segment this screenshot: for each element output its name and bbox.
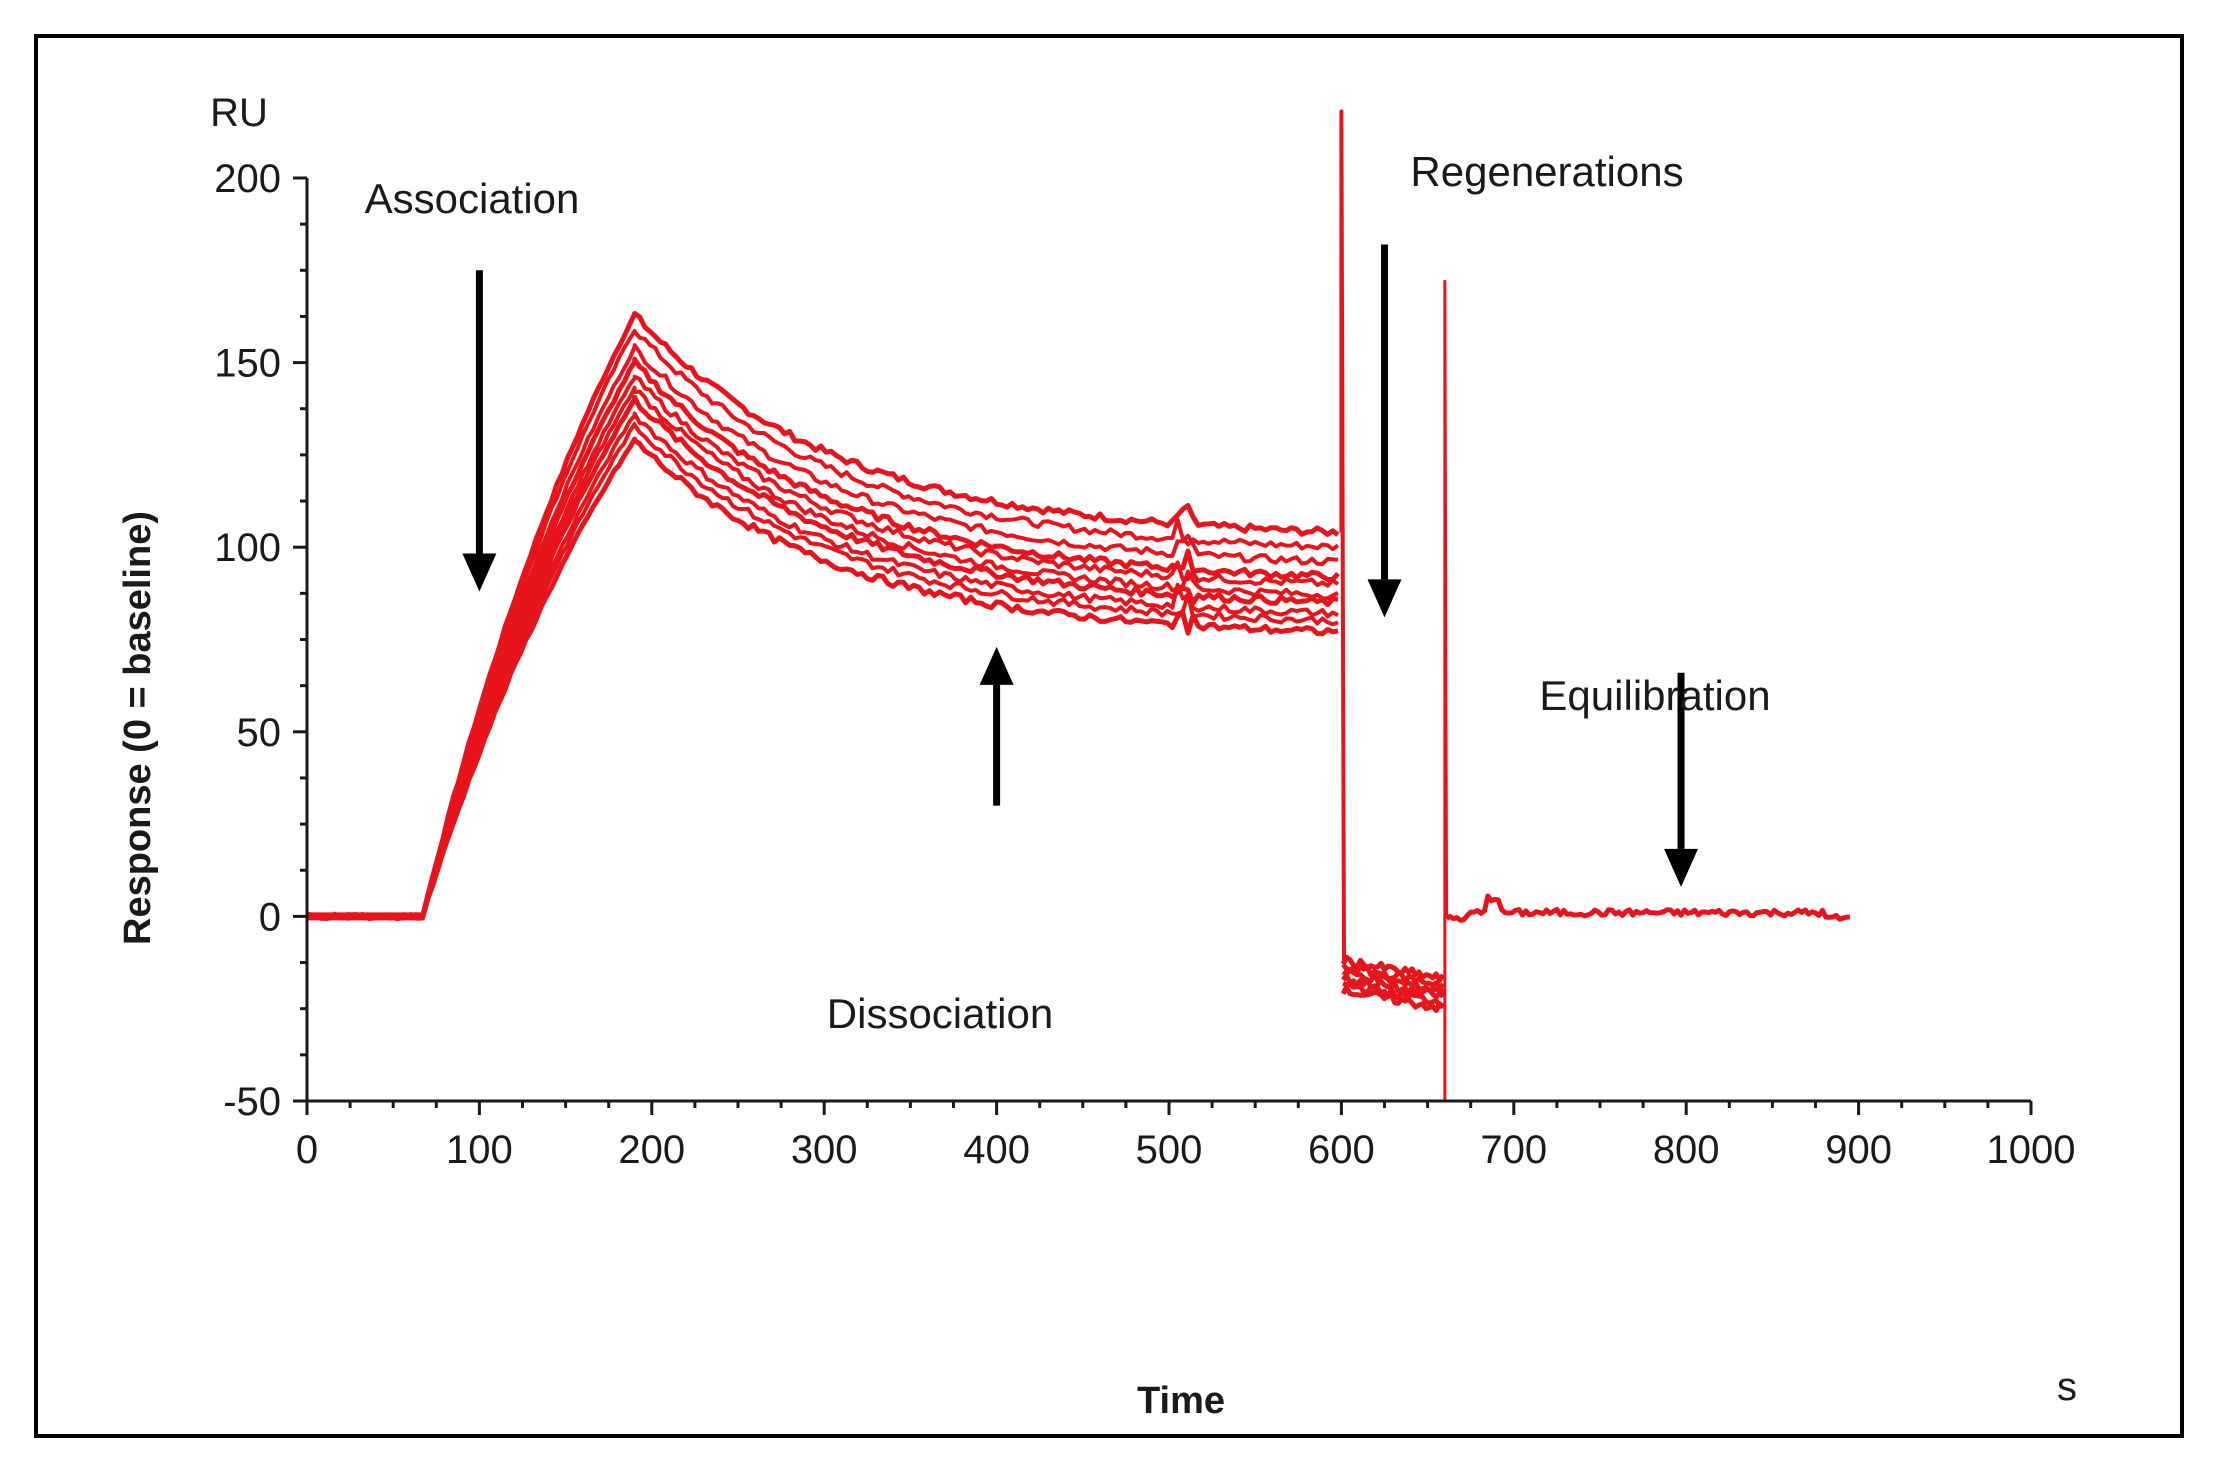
trace-1 xyxy=(306,311,1340,921)
y-tick-label: 150 xyxy=(214,342,281,386)
x-axis-title: Time xyxy=(1137,1380,1225,1422)
x-tick-label: 100 xyxy=(446,1128,513,1172)
equilibration-trace xyxy=(1445,893,1851,923)
x-tick-label: 500 xyxy=(1136,1128,1203,1172)
trace-8 xyxy=(306,411,1339,921)
arrow-head-4 xyxy=(1664,848,1699,887)
y-tick-label: 0 xyxy=(259,895,281,939)
association-label: Association xyxy=(365,175,580,222)
equilibration-label: Equilibration xyxy=(1539,672,1770,719)
trace-6 xyxy=(306,385,1339,921)
x-unit-label: s xyxy=(2057,1365,2077,1409)
regeneration-spike-2 xyxy=(1443,279,1449,1103)
trace-10 xyxy=(306,436,1339,922)
regeneration-plateau xyxy=(1341,962,1445,990)
y-tick-label: -50 xyxy=(223,1080,281,1124)
x-tick-label: 700 xyxy=(1480,1128,1547,1172)
y-axis-title: Response (0 = baseline) xyxy=(117,511,159,945)
chart-frame: -50 0 50 100 150 200 0 100 200 300 400 500 600 700 800… xyxy=(34,34,2184,1438)
annotation-arrows xyxy=(462,244,1699,887)
regeneration-plateau xyxy=(1342,981,1444,1009)
trace-9 xyxy=(306,422,1339,920)
trace-7 xyxy=(306,394,1339,922)
dissociation-label: Dissociation xyxy=(827,990,1053,1037)
sensorgram-chart: -50 0 50 100 150 200 0 100 200 300 400 500 600 700 800… xyxy=(117,91,2077,1422)
trace-5 xyxy=(306,374,1340,921)
regenerations-label: Regenerations xyxy=(1410,148,1683,195)
y-tick-label: 200 xyxy=(214,157,281,201)
regeneration-plateau xyxy=(1340,954,1446,983)
x-tick-label: 600 xyxy=(1308,1128,1375,1172)
regeneration-plateau xyxy=(1341,972,1445,1000)
axes-layer: -50 0 50 100 150 200 0 100 200 300 400 500 600 700 800… xyxy=(214,157,2075,1172)
x-tick-label: 900 xyxy=(1825,1128,1892,1172)
x-tick-label: 0 xyxy=(296,1128,318,1172)
x-tick-label: 1000 xyxy=(1987,1128,2076,1172)
x-tick-label: 200 xyxy=(618,1128,685,1172)
y-tick-label: 100 xyxy=(214,526,281,570)
arrow-head-1 xyxy=(462,553,497,592)
y-tick-label: 50 xyxy=(237,711,282,755)
regeneration-plateau xyxy=(1340,984,1445,1014)
traces-layer xyxy=(306,109,1851,1103)
arrow-head-3 xyxy=(1367,579,1402,618)
trace-3 xyxy=(306,343,1339,921)
trace-4 xyxy=(306,356,1340,922)
regeneration-spike-1 xyxy=(1339,109,1346,961)
arrow-head-2 xyxy=(979,646,1014,685)
x-tick-label: 400 xyxy=(963,1128,1030,1172)
y-unit-label: RU xyxy=(210,91,268,135)
trace-2 xyxy=(306,328,1340,921)
x-tick-label: 800 xyxy=(1653,1128,1720,1172)
x-tick-label: 300 xyxy=(791,1128,858,1172)
